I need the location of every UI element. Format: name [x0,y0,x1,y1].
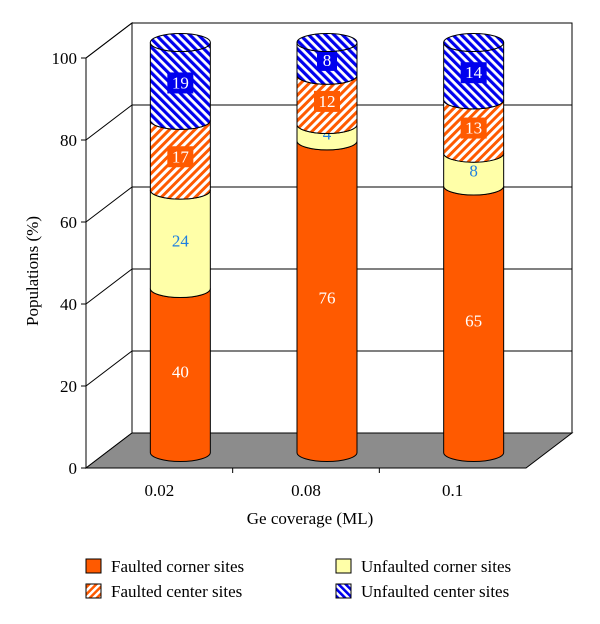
data-label-background [460,62,487,84]
legend-swatch [85,558,102,574]
legend-item: Unfaulted corner sites [335,557,511,576]
legend-label: Unfaulted center sites [361,582,509,601]
y-tick-label: 60 [60,213,77,232]
legend-swatch [335,583,352,599]
x-tick-label: 0.02 [144,481,174,500]
data-label: 4 [323,125,332,144]
x-axis: 0.02 0.08 0.1 Ge coverage (ML) [86,467,526,528]
gridline-side [85,186,133,223]
data-label: 8 [469,162,478,181]
x-tick-label: 0.1 [442,481,463,500]
data-label: 13 [465,119,482,138]
legend-swatch [85,583,102,599]
data-label: 24 [172,231,190,250]
gridline-side [85,268,133,305]
gridline-side [85,350,133,387]
bar-top-cap [149,33,211,52]
y-tick-label: 20 [60,377,77,396]
data-label: 76 [319,289,336,308]
legend-item: Unfaulted center sites [335,582,509,601]
side-wall [85,21,133,470]
y-tick-label: 80 [60,131,77,150]
y-tick-label: 40 [60,295,77,314]
gridline-side [85,104,133,141]
legend: Faulted corner sites Unfaulted corner sit… [85,557,511,601]
legend-item: Faulted center sites [85,582,242,601]
bar-stack: 65 8 13 14 [443,33,505,462]
y-tick-label: 100 [52,49,78,68]
data-label-background [317,49,337,71]
bar-top-cap [296,33,358,52]
legend-label: Faulted center sites [111,582,242,601]
data-label-background [314,90,340,112]
legend-item: Faulted corner sites [85,557,244,576]
data-label-background [167,72,194,94]
x-tick-label: 0.08 [291,481,321,500]
data-label: 12 [319,92,336,111]
gridline-side [85,22,133,59]
data-label-background [167,146,194,168]
legend-label: Faulted corner sites [111,557,244,576]
y-tick-label: 0 [69,459,78,478]
x-axis-title: Ge coverage (ML) [247,509,374,528]
data-label: 17 [172,147,190,166]
data-label: 8 [323,51,332,70]
bar-stack-group: 40 24 17 19 76 4 12 8 65 8 13 14 [149,33,505,462]
data-label-background [460,117,487,139]
bar-stack: 40 24 17 19 [149,33,211,462]
y-axis: 0 20 40 60 80 100 Populations (%) [23,49,87,478]
bar-top-cap [443,33,505,52]
data-label: 19 [172,73,189,92]
bar-stack: 76 4 12 8 [296,33,358,462]
y-axis-title: Populations (%) [23,216,42,326]
legend-label: Unfaulted corner sites [361,557,511,576]
legend-swatch [335,558,352,574]
data-label: 40 [172,363,189,382]
data-label: 65 [465,311,482,330]
data-label: 14 [465,63,483,82]
